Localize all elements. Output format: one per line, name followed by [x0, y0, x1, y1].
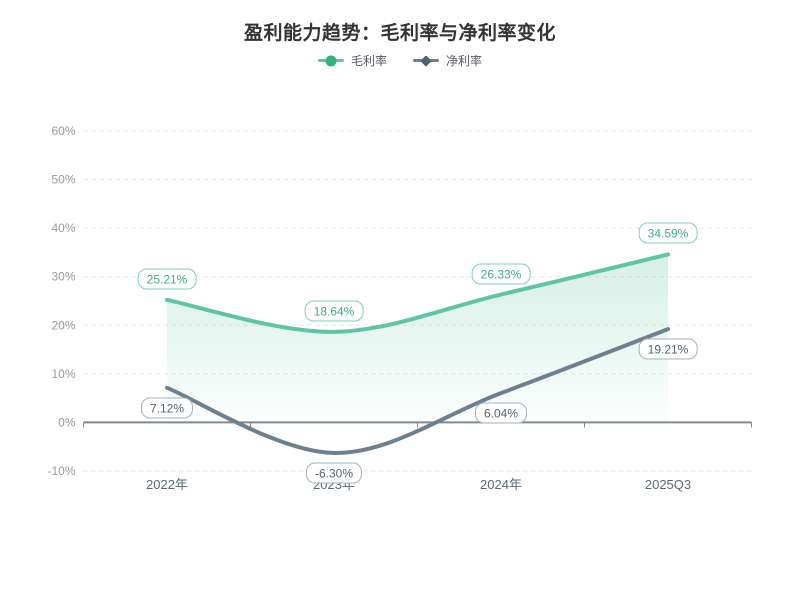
legend-item-net-margin[interactable]: 净利率 [413, 52, 482, 69]
legend-circle-icon [325, 55, 337, 66]
x-axis-category-label: 2023年 [313, 477, 355, 492]
legend-label-gross-margin: 毛利率 [350, 54, 387, 68]
series-line-gross-margin[interactable] [165, 252, 670, 334]
y-axis-tick-label: 60% [51, 124, 75, 138]
y-axis-tick-label: 0% [58, 415, 76, 429]
chart-title: 盈利能力趋势：毛利率与净利率变化 [243, 23, 556, 44]
y-axis-tick-label: 50% [51, 173, 75, 187]
y-axis-tick-label: 40% [51, 221, 75, 235]
y-axis-tick-label: 20% [51, 318, 75, 332]
x-axis-category-label: 2024年 [480, 477, 522, 492]
legend-line-gross-margin [317, 55, 344, 66]
y-axis-tick-label: -10% [47, 464, 75, 478]
legend-line-net-margin [413, 54, 439, 67]
y-axis-tick-label: 30% [51, 270, 75, 284]
y-axis-tick-label: 10% [51, 367, 75, 381]
legend-item-gross-margin[interactable]: 毛利率 [317, 52, 387, 69]
x-axis-category-label: 2025Q3 [645, 477, 691, 492]
series-line-net-margin[interactable] [165, 327, 670, 456]
chart-legend: 毛利率 净利率 [0, 52, 800, 69]
area-fill-gross-margin [167, 254, 668, 423]
x-axis-category-label: 2022年 [146, 477, 188, 492]
legend-label-net-margin: 净利率 [446, 54, 483, 68]
